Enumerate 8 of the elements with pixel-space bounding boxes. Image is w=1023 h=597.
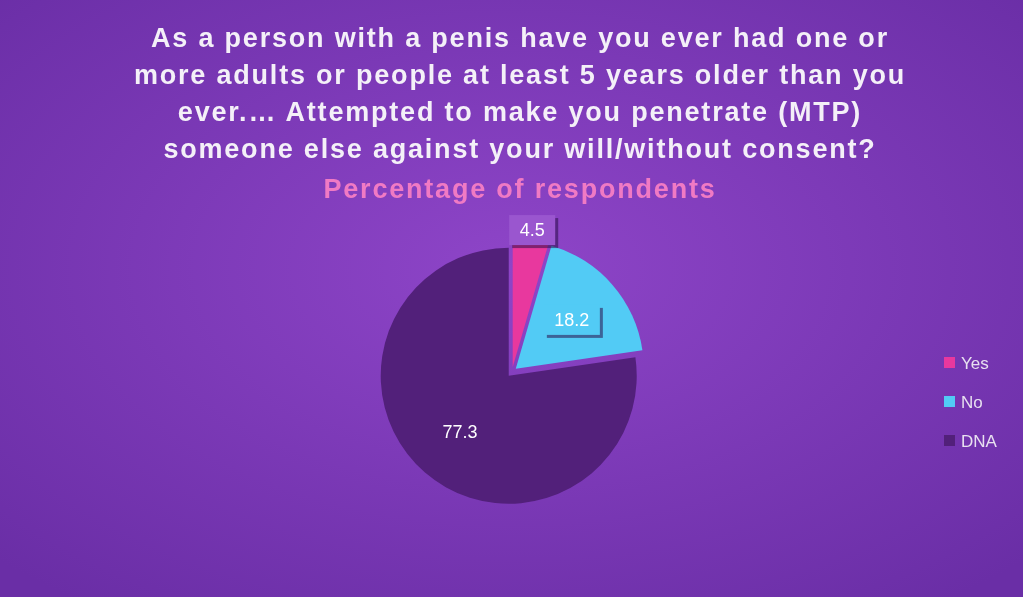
legend-label: Yes bbox=[961, 353, 989, 373]
chart-title: As a person with a penis have you ever had one or more adults or people at least 5 years older than you ever.… Attempted to make you penetrate (MTP) someone else against your will/without consent? bbox=[133, 23, 907, 164]
data-label: 4.5 bbox=[519, 220, 545, 241]
data-label: 77.3 bbox=[442, 422, 478, 443]
data-label: 18.2 bbox=[554, 310, 590, 331]
legend-label: DNA bbox=[961, 431, 998, 451]
legend-label: No bbox=[961, 392, 983, 412]
chart-subtitle: Percentage of respondents bbox=[323, 174, 717, 204]
